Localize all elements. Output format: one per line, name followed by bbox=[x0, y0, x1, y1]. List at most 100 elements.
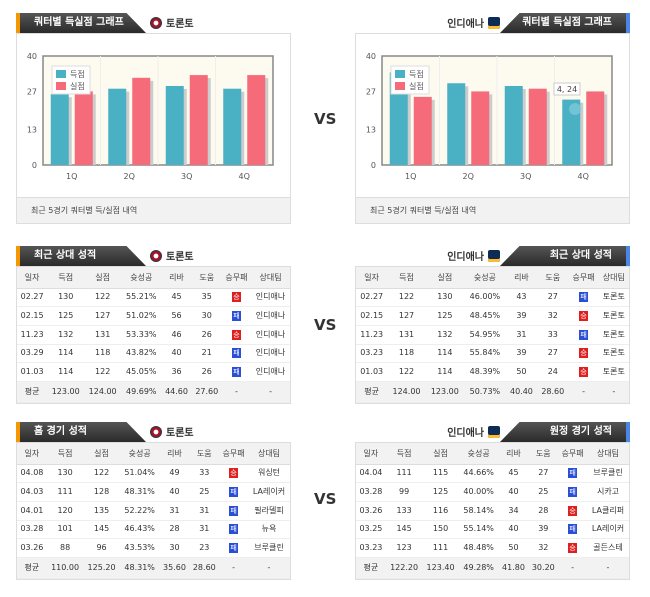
table-row: 04.03 111 128 48.31% 40 25 패 LA레이커 bbox=[17, 482, 290, 502]
table-row: 01.03 114 122 45.05% 36 26 패 인디애나 bbox=[17, 362, 290, 382]
y-tick-label: 13 bbox=[366, 126, 376, 135]
cell-6: 승 bbox=[568, 344, 599, 364]
quarter-chart-section: 쿼터별 득실점 그래프 토론토 0 13 27 40 1Q 2Q 3Q 4Q 득점 실점 최근 5경기 … bbox=[16, 13, 291, 224]
scored-bar-4Q[interactable] bbox=[562, 99, 581, 165]
scored-bar-3Q[interactable] bbox=[504, 85, 523, 165]
column-header: 승무패 bbox=[221, 267, 252, 289]
avg-cell: 평균 bbox=[17, 557, 47, 579]
allowed-bar-2Q[interactable] bbox=[471, 91, 490, 165]
scored-bar-4Q[interactable] bbox=[223, 88, 242, 165]
column-header: 실점 bbox=[425, 267, 464, 289]
loss-badge: 패 bbox=[231, 311, 241, 322]
avg-cell: 28.60 bbox=[537, 381, 569, 403]
column-header: 일자 bbox=[356, 267, 388, 289]
cell-4: 31 bbox=[159, 501, 190, 521]
avg-cell: - bbox=[598, 381, 629, 403]
pacers-logo-icon bbox=[488, 425, 500, 438]
avg-cell: 44.60 bbox=[161, 381, 192, 403]
allowed-bar-2Q[interactable] bbox=[132, 77, 151, 165]
table-row: 02.27 122 130 46.00% 43 27 패 토론토 bbox=[356, 288, 629, 308]
win-badge: 승 bbox=[579, 348, 589, 359]
allowed-bar-3Q[interactable] bbox=[189, 75, 208, 165]
column-header: 상대팀 bbox=[251, 267, 290, 289]
section-title: 원정 경기 성적 bbox=[500, 422, 630, 442]
cell-4: 50 bbox=[498, 538, 529, 558]
team-label: 토론토 bbox=[150, 248, 194, 263]
section-header: 홈 경기 성적 토론토 bbox=[16, 422, 291, 442]
cell-5: 35 bbox=[191, 288, 222, 308]
cell-3: 52.22% bbox=[119, 501, 160, 521]
cell-4: 40 bbox=[498, 520, 529, 540]
allowed-bar-4Q[interactable] bbox=[586, 91, 605, 165]
y-tick-label: 0 bbox=[371, 161, 376, 170]
scored-bar-3Q[interactable] bbox=[165, 85, 184, 165]
column-header: 상대팀 bbox=[587, 443, 629, 465]
scored-bar-2Q[interactable] bbox=[108, 88, 127, 165]
cell-7: LA레이커 bbox=[587, 520, 629, 540]
table-row: 03.28 99 125 40.00% 40 25 패 시카고 bbox=[356, 482, 629, 502]
table-row: 03.26 133 116 58.14% 34 28 승 LA클리퍼 bbox=[356, 501, 629, 521]
column-header: 도움 bbox=[537, 267, 569, 289]
cell-0: 02.27 bbox=[356, 288, 388, 308]
cell-2: 96 bbox=[83, 538, 120, 558]
cell-6: 승 bbox=[558, 501, 587, 521]
cell-6: 패 bbox=[219, 501, 248, 521]
loss-badge: 패 bbox=[229, 505, 239, 516]
avg-cell: 123.00 bbox=[47, 381, 85, 403]
cell-2: 131 bbox=[84, 325, 122, 345]
scored-bar-1Q[interactable] bbox=[389, 72, 408, 165]
avg-cell: 41.80 bbox=[498, 557, 529, 579]
cell-3: 55.21% bbox=[121, 288, 162, 308]
cell-7: LA클리퍼 bbox=[587, 501, 629, 521]
allowed-bar-4Q[interactable] bbox=[247, 75, 266, 165]
section-title: 최근 상대 성적 bbox=[16, 246, 146, 266]
avg-cell: 122.20 bbox=[385, 557, 423, 579]
cell-7: 토론토 bbox=[598, 306, 629, 326]
cell-4: 43 bbox=[505, 288, 538, 308]
cell-0: 03.23 bbox=[356, 538, 386, 558]
stats-table: 일자 득점 실점 슛성공 리바 도움 승무패 상대팀 02.27 122 130 46.00% 43 27… bbox=[356, 267, 629, 403]
cell-2: 114 bbox=[425, 362, 464, 382]
win-badge: 승 bbox=[231, 329, 241, 340]
team-name: 인디애나 bbox=[447, 252, 484, 263]
scored-bar-2Q[interactable] bbox=[447, 83, 466, 165]
win-badge: 승 bbox=[568, 505, 578, 516]
loss-badge: 패 bbox=[579, 329, 589, 340]
cell-2: 130 bbox=[425, 288, 464, 308]
section-header: 쿼터별 득실점 그래프 토론토 bbox=[16, 13, 291, 33]
cell-5: 33 bbox=[189, 464, 220, 484]
scored-bar-1Q[interactable] bbox=[50, 94, 69, 165]
section-header: 최근 상대 성적 인디애나 bbox=[355, 246, 630, 266]
y-tick-label: 40 bbox=[27, 52, 37, 61]
cell-1: 114 bbox=[47, 362, 85, 382]
cell-4: 40 bbox=[159, 482, 190, 502]
table-row: 03.29 114 118 43.82% 40 21 패 인디애나 bbox=[17, 344, 290, 364]
table-panel: 일자 득점 실점 슛성공 리바 도움 승무패 상대팀 04.04 111 115 44.66% 45 27… bbox=[355, 442, 630, 580]
cell-1: 130 bbox=[47, 288, 85, 308]
avg-cell: 40.40 bbox=[505, 381, 538, 403]
cell-7: 브루클린 bbox=[248, 538, 290, 558]
section-title: 홈 경기 성적 bbox=[16, 422, 146, 442]
avg-cell: 30.20 bbox=[528, 557, 559, 579]
cell-0: 03.28 bbox=[356, 482, 386, 502]
stats-table: 일자 득점 실점 슛성공 리바 도움 승무패 상대팀 04.08 130 122 51.04% 49 33… bbox=[17, 443, 290, 579]
allowed-bar-1Q[interactable] bbox=[413, 96, 432, 165]
column-header: 실점 bbox=[422, 443, 459, 465]
cell-7: 워싱턴 bbox=[248, 464, 290, 484]
allowed-bar-3Q[interactable] bbox=[528, 88, 547, 165]
stats-table-section: 최근 상대 성적 인디애나 일자 득점 실점 슛성공 리바 도움 승무패 상대팀 02.27 122 1… bbox=[355, 246, 630, 404]
x-tick-label: 3Q bbox=[520, 172, 531, 181]
table-row: 02.15 125 127 51.02% 56 30 패 인디애나 bbox=[17, 306, 290, 326]
column-header: 일자 bbox=[17, 267, 48, 289]
cell-1: 130 bbox=[46, 464, 84, 484]
allowed-bar-1Q[interactable] bbox=[74, 91, 93, 165]
cell-5: 30 bbox=[191, 306, 222, 326]
cell-0: 01.03 bbox=[356, 362, 388, 382]
cell-1: 88 bbox=[46, 538, 84, 558]
cell-6: 패 bbox=[558, 482, 587, 502]
table-row: 01.03 122 114 48.39% 50 24 승 토론토 bbox=[356, 362, 629, 382]
cell-4: 31 bbox=[505, 325, 538, 345]
cell-3: 43.82% bbox=[121, 344, 162, 364]
section-header: 최근 상대 성적 토론토 bbox=[16, 246, 291, 266]
